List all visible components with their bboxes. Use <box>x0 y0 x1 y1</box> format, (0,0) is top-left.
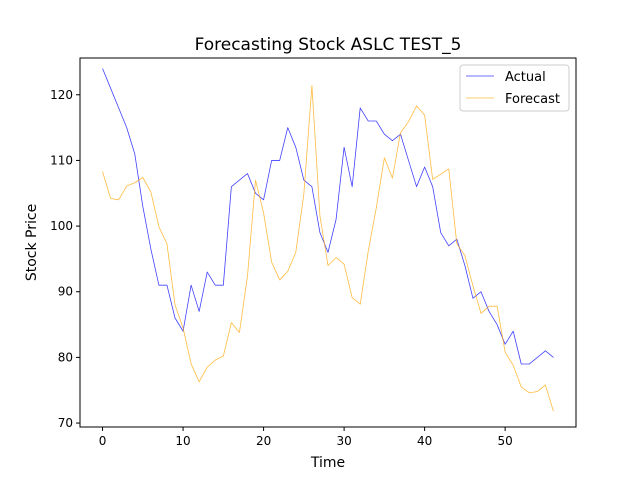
x-tick-label: 40 <box>417 434 432 448</box>
chart-title: Forecasting Stock ASLC TEST_5 <box>195 35 462 55</box>
legend-label-actual: Actual <box>505 70 546 85</box>
series-line-forecast <box>102 85 554 412</box>
x-tick-label: 50 <box>498 434 513 448</box>
legend: Actual Forecast <box>459 64 570 112</box>
x-tick-label: 20 <box>256 434 271 448</box>
y-tick-label: 120 <box>50 88 73 102</box>
series-line-actual <box>102 68 554 365</box>
x-tick-label: 0 <box>99 434 107 448</box>
y-tick-label: 100 <box>50 219 73 233</box>
legend-frame <box>459 64 570 112</box>
y-axis-label: Stock Price <box>24 204 40 281</box>
y-tick-label: 80 <box>58 350 73 364</box>
axes-frame <box>79 57 577 428</box>
y-axis: 70 80 90 100 110 120 <box>50 88 80 430</box>
y-tick-label: 110 <box>50 153 73 167</box>
y-tick-label: 90 <box>58 285 73 299</box>
series-layer <box>102 68 554 412</box>
x-tick-label: 30 <box>336 434 351 448</box>
legend-label-forecast: Forecast <box>505 92 560 107</box>
y-tick-label: 70 <box>58 416 73 430</box>
plot-area <box>79 57 577 428</box>
x-axis-label: Time <box>310 455 345 471</box>
x-axis: 0 10 20 30 40 50 <box>99 427 513 448</box>
x-tick-label: 10 <box>175 434 190 448</box>
